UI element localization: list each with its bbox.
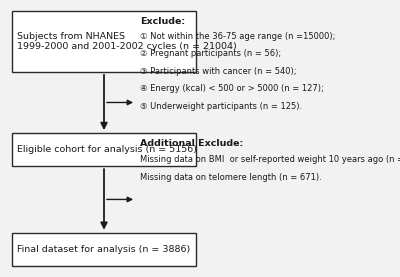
FancyBboxPatch shape	[12, 11, 196, 72]
Text: Missing data on BMI  or self-reported weight 10 years ago (n = 599);: Missing data on BMI or self-reported wei…	[140, 155, 400, 164]
Text: Subjects from NHANES
1999-2000 and 2001-2002 cycles (n = 21004): Subjects from NHANES 1999-2000 and 2001-…	[17, 32, 236, 51]
Text: ① Not within the 36-75 age range (n =15000);: ① Not within the 36-75 age range (n =150…	[140, 32, 335, 41]
Text: ② Pregnant participants (n = 56);: ② Pregnant participants (n = 56);	[140, 49, 281, 58]
Text: Exclude:: Exclude:	[140, 17, 185, 25]
FancyBboxPatch shape	[12, 233, 196, 266]
Text: Final dataset for analysis (n = 3886): Final dataset for analysis (n = 3886)	[17, 245, 190, 254]
Text: ③ Participants with cancer (n = 540);: ③ Participants with cancer (n = 540);	[140, 67, 296, 76]
Text: ④ Energy (kcal) < 500 or > 5000 (n = 127);: ④ Energy (kcal) < 500 or > 5000 (n = 127…	[140, 84, 324, 93]
Text: Additional Exclude:: Additional Exclude:	[140, 138, 243, 147]
Text: Eligible cohort for analysis (n = 5156): Eligible cohort for analysis (n = 5156)	[17, 145, 197, 154]
Text: ⑤ Underweight participants (n = 125).: ⑤ Underweight participants (n = 125).	[140, 102, 302, 111]
FancyBboxPatch shape	[12, 133, 196, 166]
Text: Missing data on telomere length (n = 671).: Missing data on telomere length (n = 671…	[140, 173, 322, 182]
